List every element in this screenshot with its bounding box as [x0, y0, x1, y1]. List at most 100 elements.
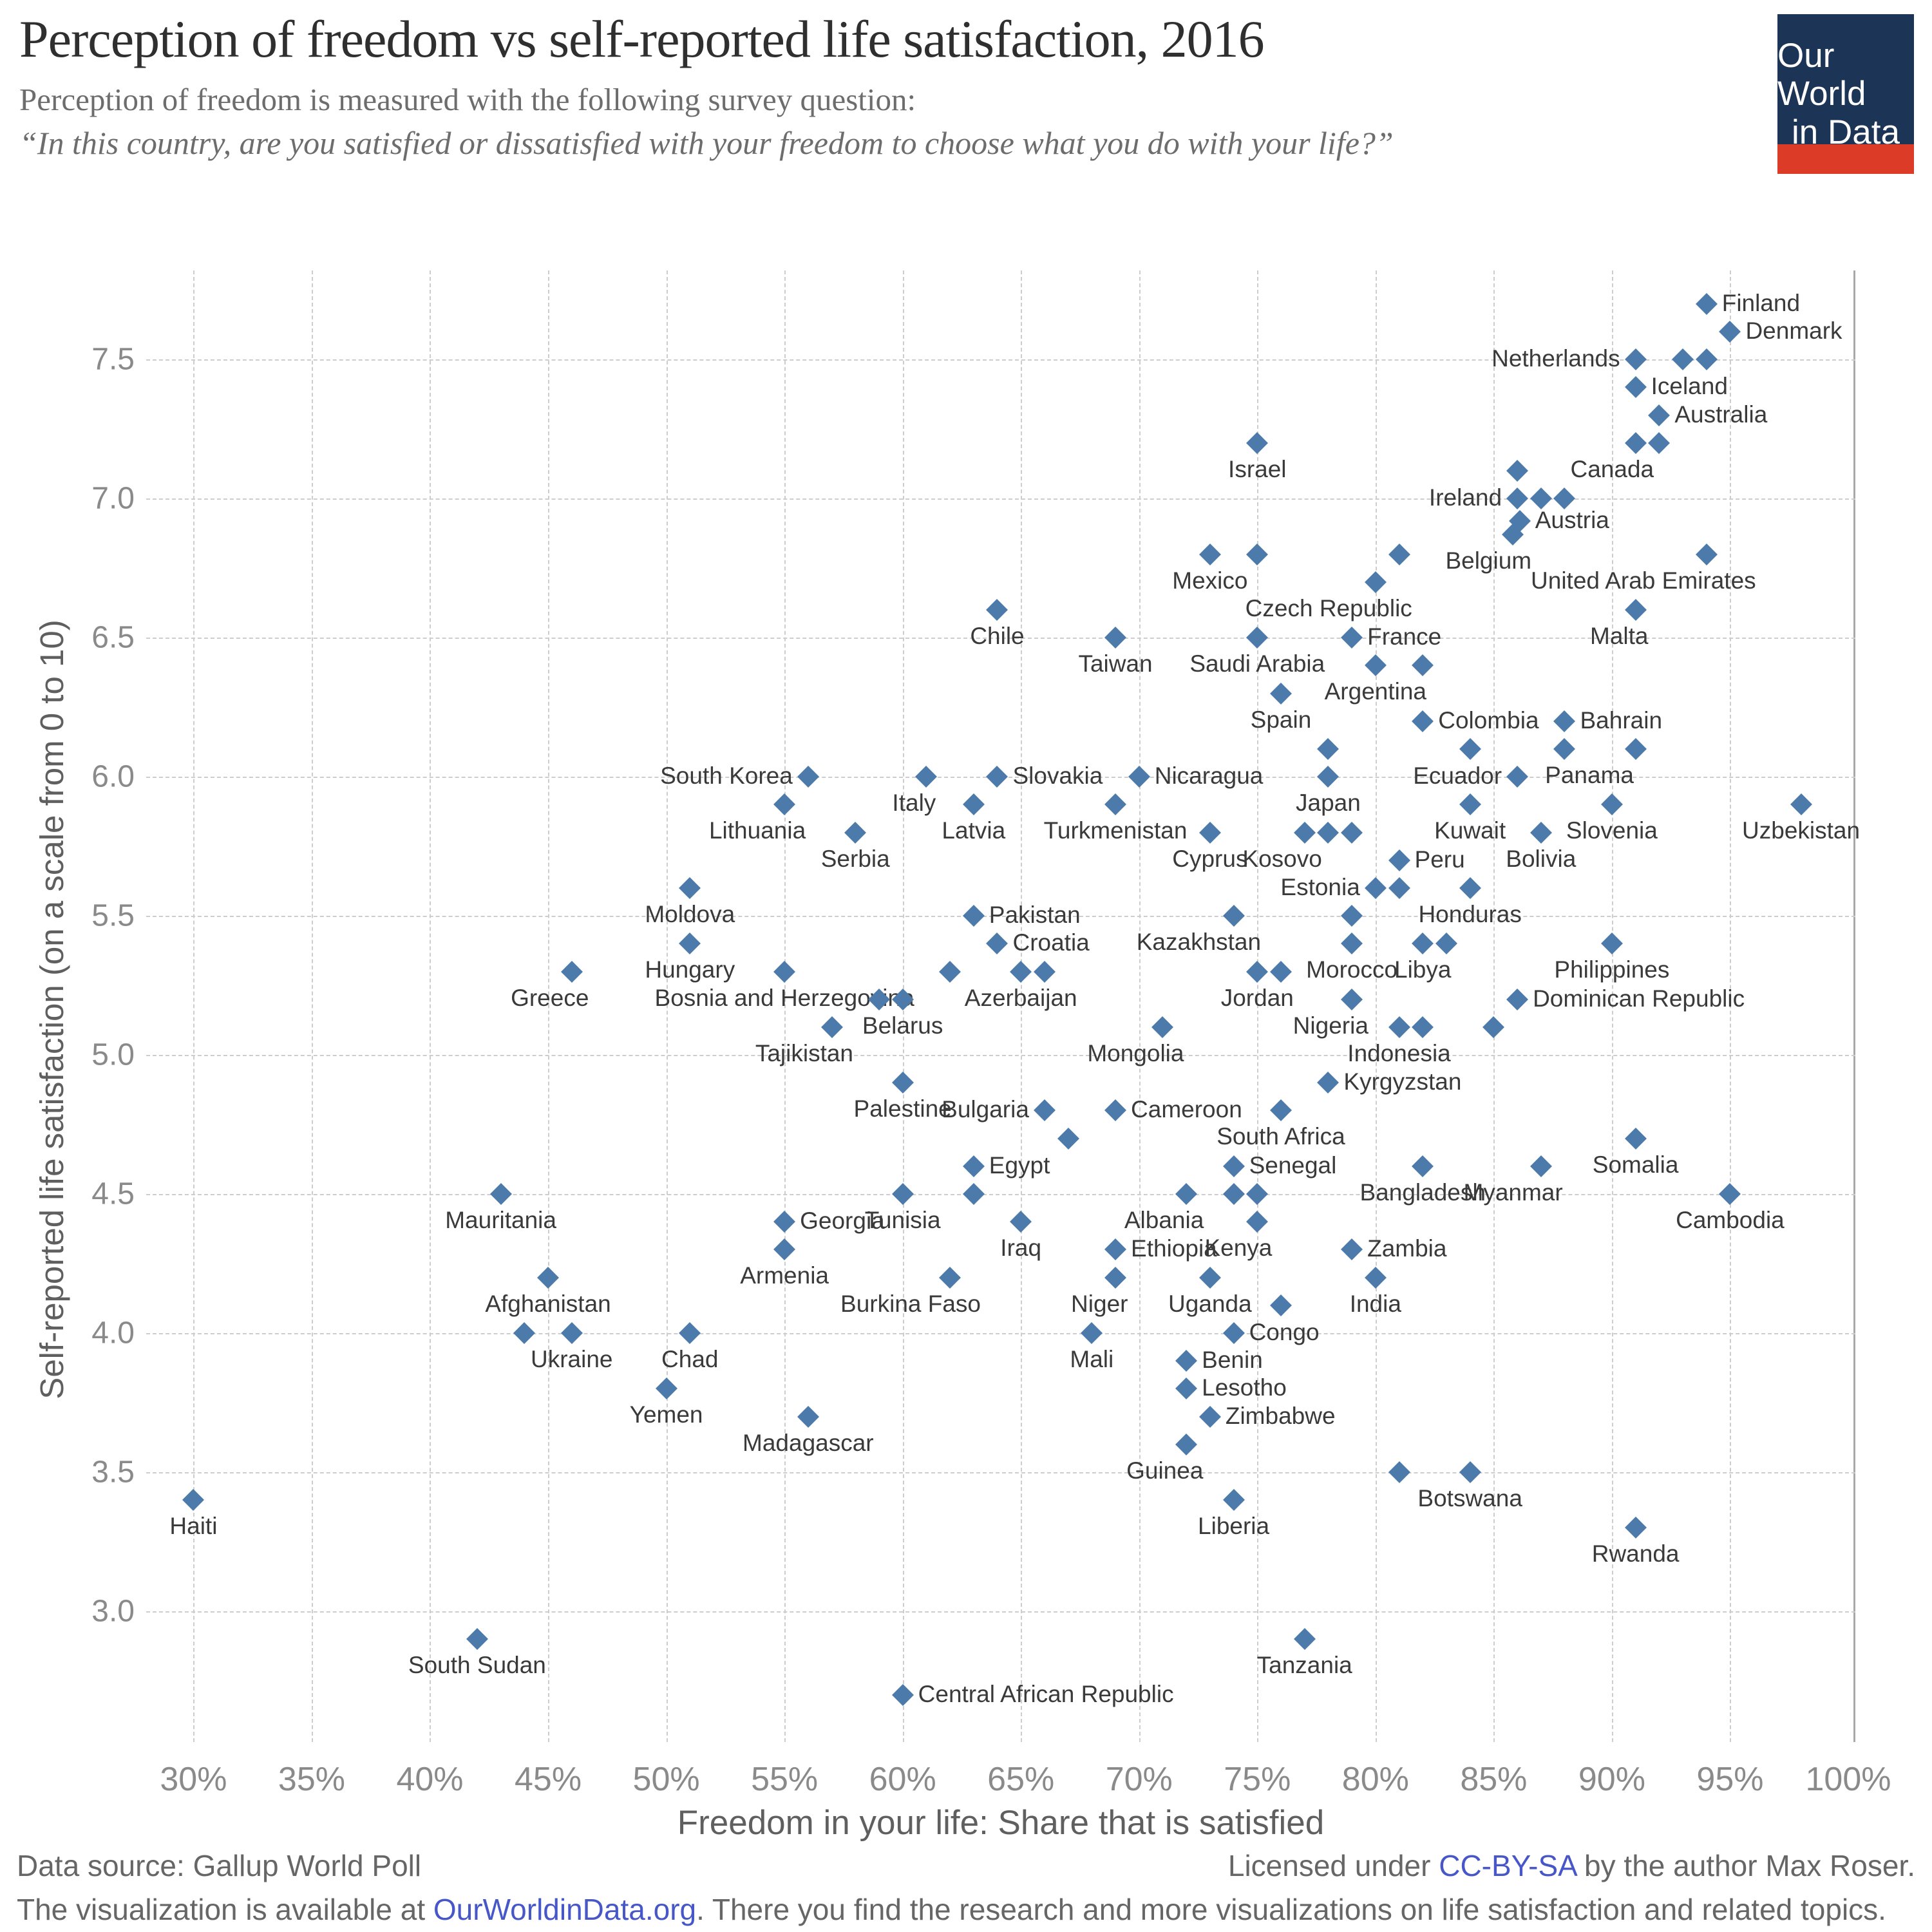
data-point-bolivia[interactable]: [1530, 821, 1552, 844]
data-point-iraq[interactable]: [1010, 1211, 1032, 1233]
data-point-kazakhstan[interactable]: [1222, 905, 1245, 927]
data-point-ukraine[interactable]: [560, 1322, 583, 1345]
data-point-ireland[interactable]: [1506, 488, 1529, 510]
data-point-chad[interactable]: [679, 1322, 701, 1345]
data-point-colombia[interactable]: [1412, 710, 1434, 732]
data-point-croatia[interactable]: [986, 933, 1009, 955]
data-point-central-african-republic[interactable]: [891, 1683, 914, 1706]
data-point-mexico[interactable]: [1198, 543, 1221, 565]
data-point[interactable]: [1388, 543, 1410, 565]
data-point-denmark[interactable]: [1719, 321, 1741, 343]
data-point-nicaragua[interactable]: [1128, 766, 1150, 788]
data-point-kenya[interactable]: [1246, 1211, 1269, 1233]
data-point-israel[interactable]: [1246, 431, 1269, 454]
data-point[interactable]: [1317, 737, 1340, 760]
data-point-bangladesh[interactable]: [1412, 1155, 1434, 1177]
owid-website-link[interactable]: OurWorldinData.org: [433, 1893, 697, 1926]
data-point-morocco[interactable]: [1341, 933, 1363, 955]
data-point-moldova[interactable]: [679, 876, 701, 899]
data-point-bulgaria[interactable]: [1033, 1099, 1056, 1122]
data-point-estonia[interactable]: [1364, 876, 1387, 899]
data-point-yemen[interactable]: [655, 1378, 677, 1400]
data-point[interactable]: [1459, 737, 1481, 760]
data-point-hungary[interactable]: [679, 933, 701, 955]
data-point-taiwan[interactable]: [1104, 627, 1127, 649]
data-point-georgia[interactable]: [773, 1211, 796, 1233]
data-point-greece[interactable]: [560, 960, 583, 983]
data-point-armenia[interactable]: [773, 1238, 796, 1261]
data-point[interactable]: [1033, 960, 1056, 983]
data-point[interactable]: [1388, 1461, 1410, 1483]
data-point-czech-republic[interactable]: [1364, 571, 1387, 593]
data-point-netherlands[interactable]: [1624, 348, 1647, 371]
data-point[interactable]: [1435, 933, 1457, 955]
data-point-serbia[interactable]: [844, 821, 867, 844]
data-point-south-africa[interactable]: [1270, 1099, 1292, 1122]
data-point[interactable]: [1057, 1127, 1079, 1150]
data-point[interactable]: [1341, 821, 1363, 844]
data-point[interactable]: [1648, 431, 1671, 454]
data-point-south-sudan[interactable]: [466, 1628, 488, 1651]
data-point-burkina-faso[interactable]: [939, 1266, 961, 1289]
data-point-tanzania[interactable]: [1293, 1628, 1316, 1651]
data-point-palestine[interactable]: [891, 1072, 914, 1094]
data-point-mongolia[interactable]: [1151, 1016, 1174, 1038]
data-point-pakistan[interactable]: [962, 905, 985, 927]
data-point-panama[interactable]: [1553, 737, 1576, 760]
data-point-united-arab-emirates[interactable]: [1695, 543, 1718, 565]
data-point-iceland[interactable]: [1624, 376, 1647, 399]
data-point-kuwait[interactable]: [1459, 793, 1481, 816]
cc-by-sa-link[interactable]: CC-BY-SA: [1439, 1849, 1577, 1882]
data-point-mauritania[interactable]: [489, 1183, 512, 1206]
data-point[interactable]: [1672, 348, 1694, 371]
data-point-chile[interactable]: [986, 598, 1009, 621]
data-point-afghanistan[interactable]: [537, 1266, 560, 1289]
data-point[interactable]: [962, 1183, 985, 1206]
data-point[interactable]: [1388, 876, 1410, 899]
data-point-uganda[interactable]: [1198, 1266, 1221, 1289]
data-point-zambia[interactable]: [1341, 1238, 1363, 1261]
data-point[interactable]: [1222, 1183, 1245, 1206]
data-point-haiti[interactable]: [182, 1489, 205, 1511]
data-point-guinea[interactable]: [1175, 1433, 1198, 1455]
data-point[interactable]: [1246, 1183, 1269, 1206]
data-point[interactable]: [1412, 1016, 1434, 1038]
data-point-malta[interactable]: [1624, 598, 1647, 621]
data-point-ecuador[interactable]: [1506, 766, 1529, 788]
data-point-philippines[interactable]: [1600, 933, 1623, 955]
data-point-slovenia[interactable]: [1600, 793, 1623, 816]
data-point-cyprus[interactable]: [1198, 821, 1221, 844]
data-point-somalia[interactable]: [1624, 1127, 1647, 1150]
data-point[interactable]: [1506, 460, 1529, 482]
data-point[interactable]: [1246, 543, 1269, 565]
data-point-turkmenistan[interactable]: [1104, 793, 1127, 816]
data-point-rwanda[interactable]: [1624, 1517, 1647, 1539]
data-point-cameroon[interactable]: [1104, 1099, 1127, 1122]
data-point-italy[interactable]: [915, 766, 938, 788]
data-point-france[interactable]: [1341, 627, 1363, 649]
data-point-congo[interactable]: [1222, 1322, 1245, 1345]
data-point[interactable]: [1482, 1016, 1505, 1038]
data-point-lesotho[interactable]: [1175, 1378, 1198, 1400]
data-point[interactable]: [1341, 905, 1363, 927]
data-point[interactable]: [1412, 654, 1434, 677]
data-point-australia[interactable]: [1648, 404, 1671, 426]
data-point-dominican-republic[interactable]: [1506, 988, 1529, 1010]
data-point-libya[interactable]: [1412, 933, 1434, 955]
data-point-cambodia[interactable]: [1719, 1183, 1741, 1206]
data-point-argentina[interactable]: [1364, 654, 1387, 677]
data-point-zimbabwe[interactable]: [1198, 1405, 1221, 1428]
data-point-niger[interactable]: [1104, 1266, 1127, 1289]
data-point-honduras[interactable]: [1459, 876, 1481, 899]
data-point[interactable]: [1270, 1294, 1292, 1316]
data-point-uzbekistan[interactable]: [1790, 793, 1812, 816]
data-point[interactable]: [939, 960, 961, 983]
data-point-ethiopia[interactable]: [1104, 1238, 1127, 1261]
data-point[interactable]: [513, 1322, 536, 1345]
data-point[interactable]: [1695, 348, 1718, 371]
data-point-botswana[interactable]: [1459, 1461, 1481, 1483]
data-point-saudi-arabia[interactable]: [1246, 627, 1269, 649]
data-point-japan[interactable]: [1317, 766, 1340, 788]
data-point-jordan[interactable]: [1246, 960, 1269, 983]
data-point-lithuania[interactable]: [773, 793, 796, 816]
